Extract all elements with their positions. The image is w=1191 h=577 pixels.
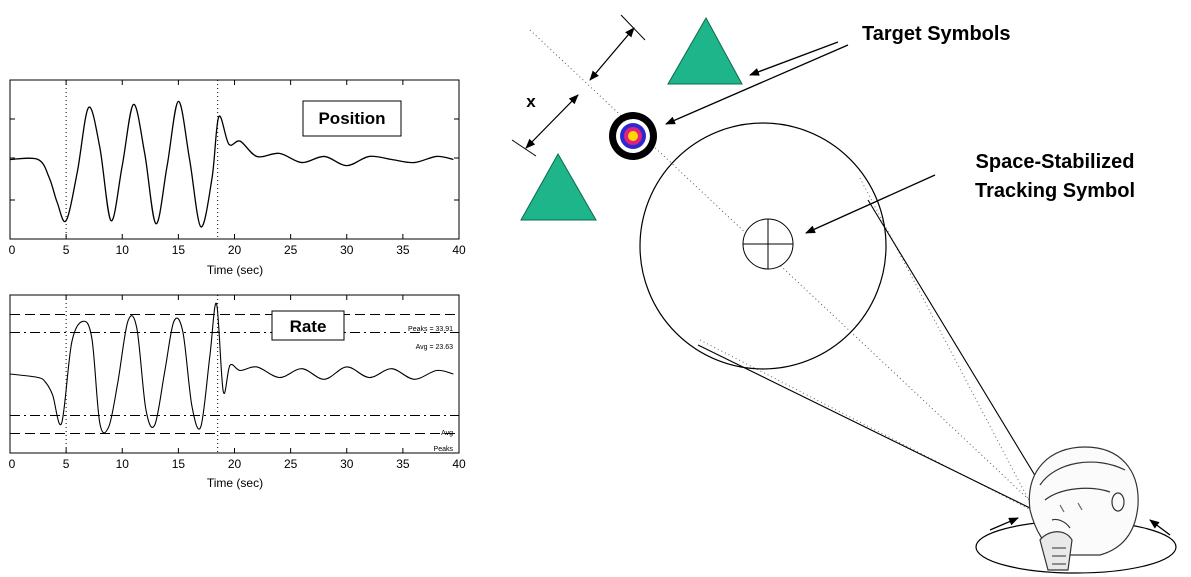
cone-edge-left (697, 344, 1031, 509)
position-y-ticks (10, 118, 459, 201)
rate-x-tick-label: 35 (396, 457, 410, 471)
tracking-symbol-label-line1: Space-Stabilized (976, 151, 1135, 173)
position-x-axis-label: Time (sec) (207, 263, 263, 277)
rate-x-tick-label: 15 (172, 457, 186, 471)
rate-series-line (9, 302, 454, 434)
position-series-line (9, 100, 454, 228)
rate-label-box (271, 310, 345, 341)
position-x-tick-label: 15 (172, 243, 186, 257)
rate-x-tick-label: 10 (116, 457, 130, 471)
target-symbol-triangle-bottom (520, 152, 597, 221)
target-arrow-to-bullseye (665, 44, 849, 125)
position-x-ticks: 0 5 10 15 20 25 30 35 40 (9, 80, 466, 257)
separation-x-label: x (526, 92, 536, 111)
rate-x-tick-label: 40 (452, 457, 466, 471)
rate-x-tick-label: 30 (340, 457, 354, 471)
rate-annotation-peaks-top: Peaks = 33.91 (408, 326, 453, 333)
tracking-arrow-to-reticle (805, 174, 936, 234)
rate-x-tick-label: 20 (228, 457, 242, 471)
position-x-tick-label: 5 (63, 243, 70, 257)
separation-dimension (511, 14, 646, 157)
position-x-tick-label: 25 (284, 243, 298, 257)
rate-x-ticks: 0 5 10 15 20 25 30 35 40 (9, 295, 466, 471)
tracking-diagram: x Target Symbols Space-Stabilized Tracki… (511, 14, 1177, 574)
pilot-helmet-illustration (975, 446, 1177, 574)
position-x-tick-label: 10 (116, 243, 130, 257)
position-x-tick-label: 20 (228, 243, 242, 257)
rate-plot-area (9, 294, 460, 454)
tracking-symbol-reticle (742, 218, 794, 270)
rate-reference-lines (10, 313, 459, 435)
rate-x-axis-label: Time (sec) (207, 476, 263, 490)
rate-label: Rate (290, 317, 327, 336)
position-label: Position (318, 109, 385, 128)
rate-annotation-avg-top: Avg = 23.63 (416, 344, 454, 351)
tracking-symbol-label-line2: Tracking Symbol (975, 180, 1135, 202)
cone-dotted-edge-left (699, 339, 1036, 513)
target-symbol-triangle-top (667, 16, 743, 85)
rate-x-tick-label: 5 (63, 457, 70, 471)
position-vertical-markers (65, 80, 219, 239)
target-symbols-label: Target Symbols (862, 23, 1011, 45)
position-x-tick-label: 30 (340, 243, 354, 257)
position-x-tick-label: 35 (396, 243, 410, 257)
bullseye-target-symbol (609, 112, 657, 160)
position-x-tick-label: 40 (452, 243, 466, 257)
cone-edge-right (867, 199, 1046, 493)
position-chart: 0 5 10 15 20 25 30 35 40 Position Time (sec) (9, 79, 466, 277)
rate-x-tick-label: 0 (9, 457, 16, 471)
rate-x-tick-label: 25 (284, 457, 298, 471)
position-x-tick-label: 0 (9, 243, 16, 257)
sight-line (529, 29, 1041, 511)
rate-annotation-avg-bottom: Avg (441, 430, 453, 437)
head-rotation-arrows (989, 517, 1171, 536)
target-arrow-to-triangle (749, 41, 839, 76)
rate-annotation-peaks-bottom: Peaks (434, 446, 454, 453)
rate-chart: 0 5 10 15 20 25 30 35 40 Rate Peaks = 33.91 Avg … (9, 294, 466, 490)
position-label-box (302, 100, 402, 137)
field-of-view-circle (639, 122, 887, 370)
cone-dotted-edge-right (859, 177, 1036, 513)
